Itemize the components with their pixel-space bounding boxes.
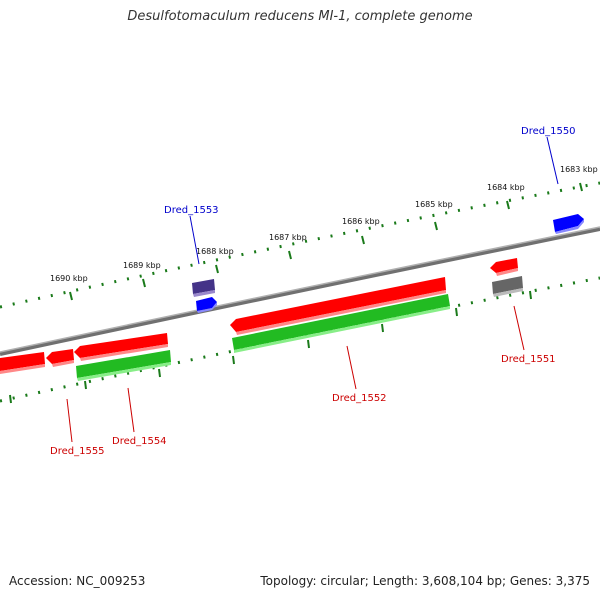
gene-label-dred-1550: Dred_1550 xyxy=(521,126,576,137)
gene-label-dred-1554: Dred_1554 xyxy=(112,436,167,447)
scale-label: 1686 kbp xyxy=(342,217,380,226)
inner-scale xyxy=(0,276,600,404)
genome-backbone xyxy=(0,226,600,356)
scale-label: 1688 kbp xyxy=(196,247,234,256)
feature-dred-1551-grey[interactable] xyxy=(492,276,523,297)
feature-dred-1555-b[interactable] xyxy=(0,352,45,374)
feature-dred-1553-bottom[interactable] xyxy=(196,297,217,313)
genome-summary: Topology: circular; Length: 3,608,104 bp… xyxy=(260,574,590,588)
feature-dred-1551-red[interactable] xyxy=(490,258,518,276)
feature-dred-1554-red[interactable] xyxy=(74,333,168,361)
scale-labels: 1690 kbp 1689 kbp 1688 kbp 1687 kbp 1686… xyxy=(50,165,598,283)
scale-label: 1687 kbp xyxy=(269,233,307,242)
scale-label: 1689 kbp xyxy=(123,261,161,270)
feature-dred-1555-a[interactable] xyxy=(46,349,74,367)
scale-label: 1684 kbp xyxy=(487,183,525,192)
feature-dred-1550[interactable] xyxy=(553,214,584,234)
gene-label-dred-1555: Dred_1555 xyxy=(50,446,105,457)
callout-lines xyxy=(66,136,559,443)
scale-label: 1690 kbp xyxy=(50,274,88,283)
feature-dred-1554-green[interactable] xyxy=(76,350,171,381)
scale-label: 1685 kbp xyxy=(415,200,453,209)
gene-label-dred-1551: Dred_1551 xyxy=(501,354,556,365)
feature-dred-1552-red[interactable] xyxy=(230,277,446,335)
gene-label-dred-1553: Dred_1553 xyxy=(164,205,219,216)
accession-label: Accession: NC_009253 xyxy=(9,574,146,588)
gene-label-dred-1552: Dred_1552 xyxy=(332,393,387,404)
gene-labels: Dred_1550 Dred_1553 Dred_1551 Dred_1552 … xyxy=(50,126,576,457)
outer-scale xyxy=(0,181,600,309)
feature-dred-1553-top[interactable] xyxy=(192,279,215,297)
feature-dred-1552-green[interactable] xyxy=(232,294,450,353)
scale-label: 1683 kbp xyxy=(560,165,598,174)
genome-title: Desulfotomaculum reducens MI-1, complete… xyxy=(127,9,473,24)
